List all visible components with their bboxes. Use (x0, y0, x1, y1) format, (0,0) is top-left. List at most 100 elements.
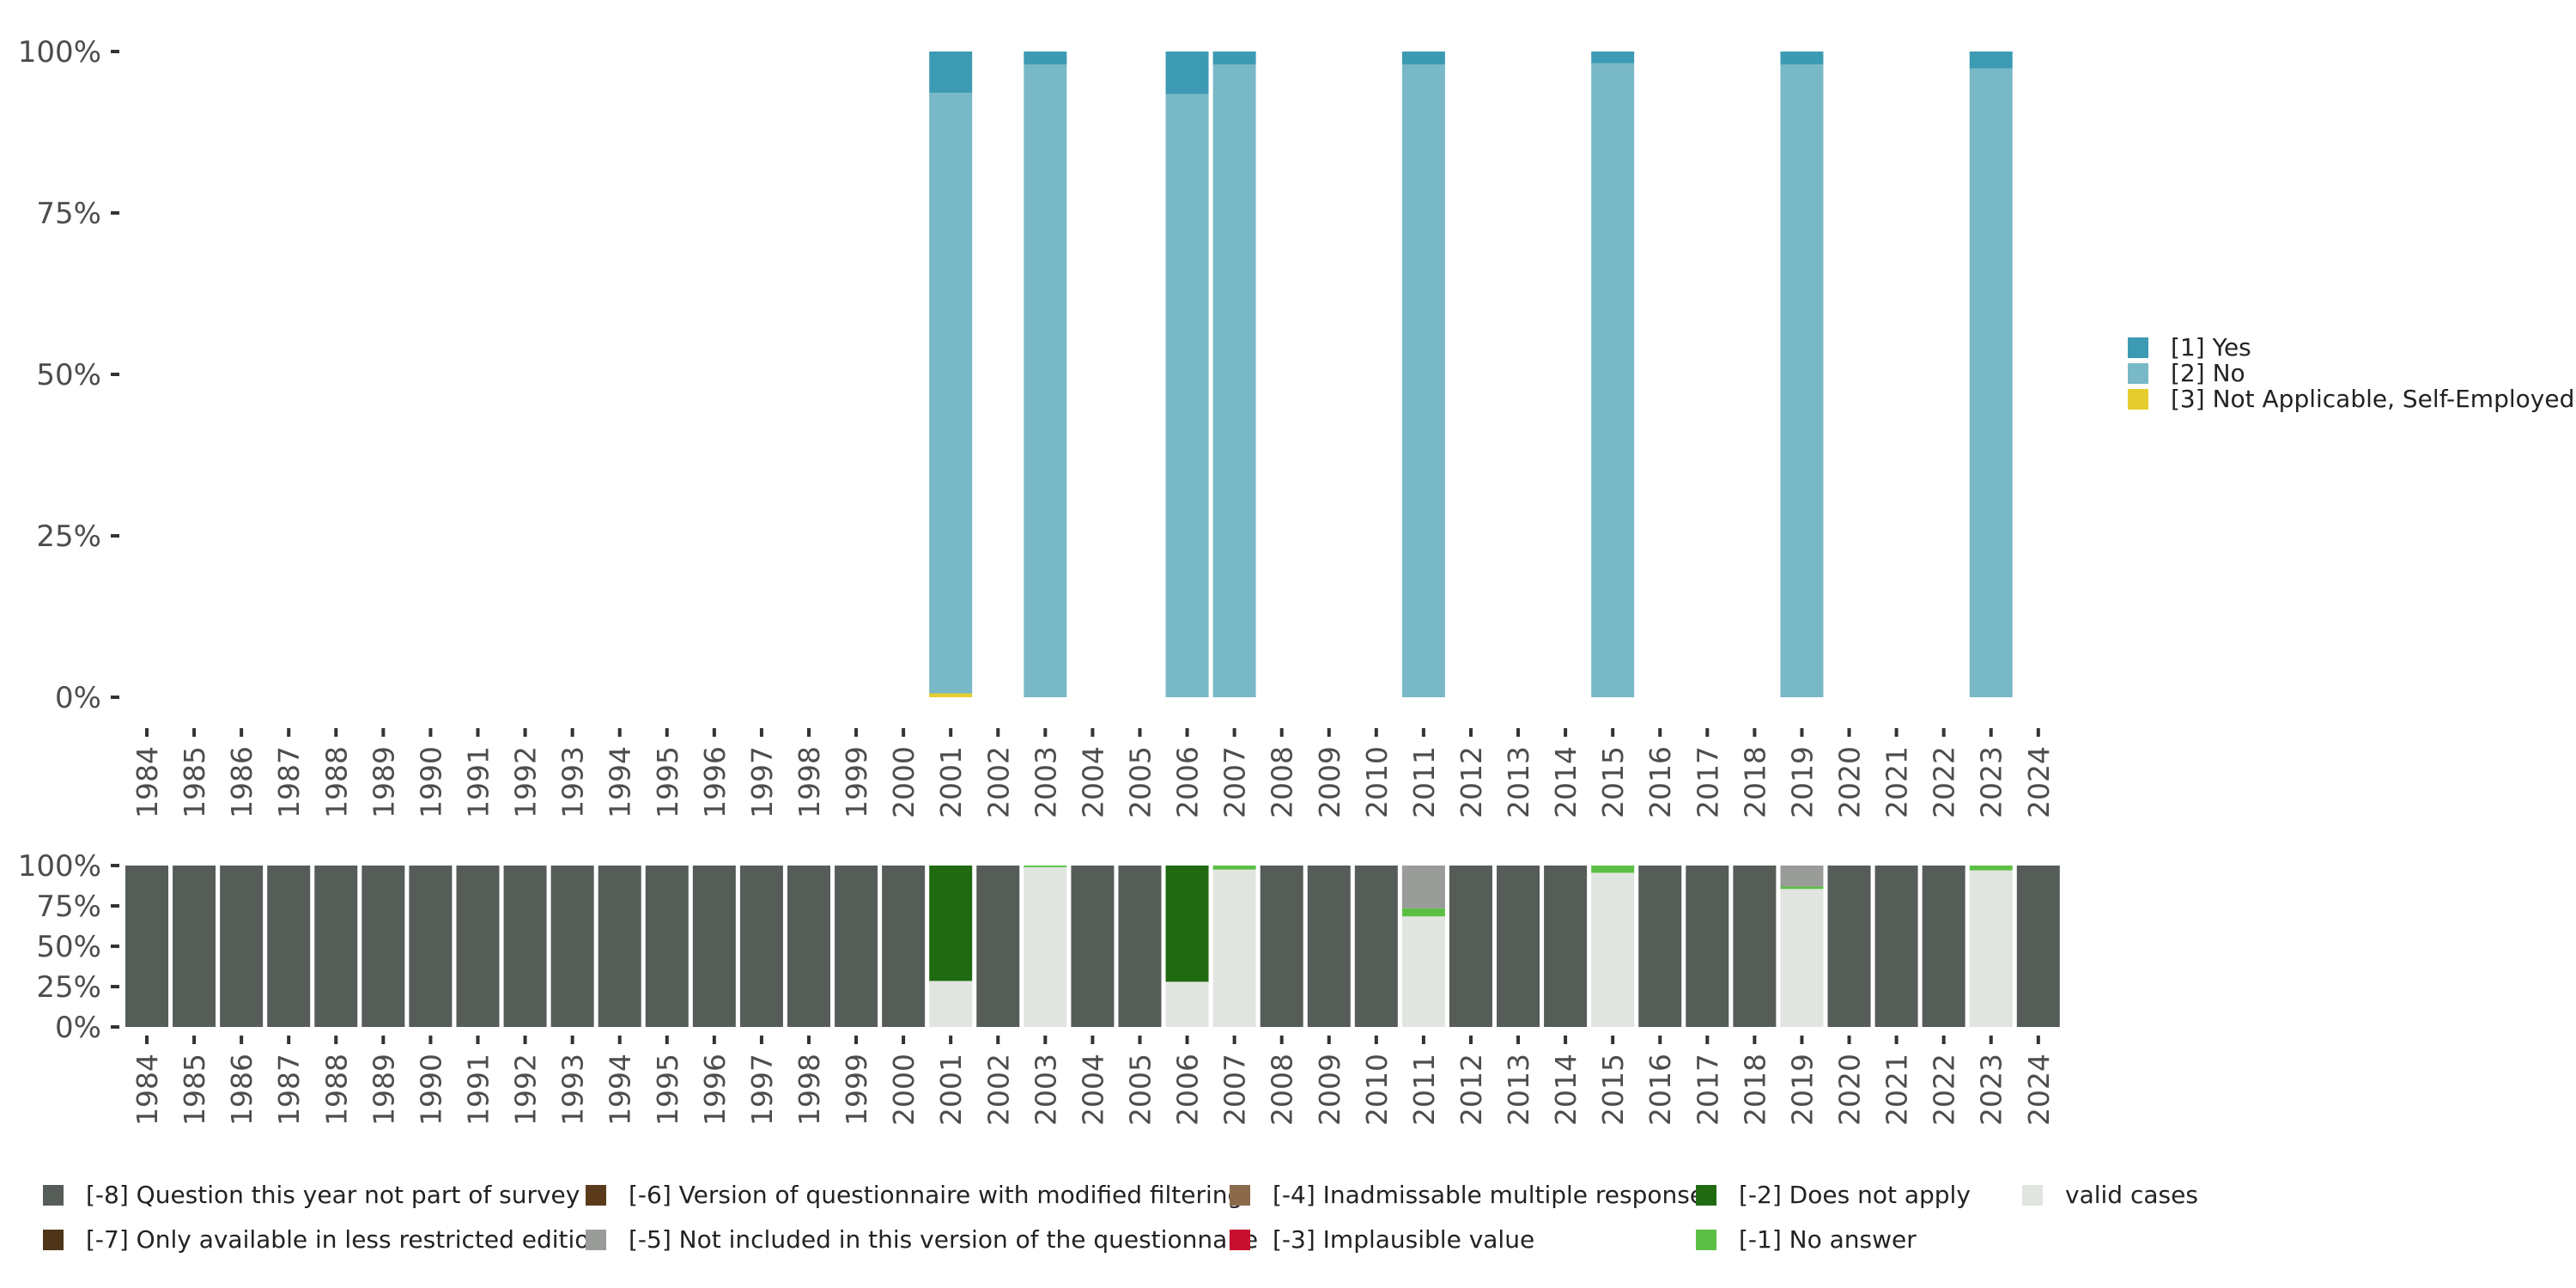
bar-segment (787, 866, 830, 1027)
x-tick-label: 1990 (414, 1054, 447, 1126)
bar-segment (1827, 866, 1871, 1027)
x-tick-label: 1987 (272, 746, 306, 818)
bar-segment (1733, 866, 1777, 1027)
x-tick-label: 2013 (1502, 746, 1535, 818)
bar-segment (692, 866, 736, 1027)
x-tick-label: 1988 (319, 1054, 353, 1126)
bar-segment (1307, 866, 1351, 1027)
x-tick-label: 2021 (1880, 746, 1914, 818)
top-chart: 0% 25% 50% 75% 100% 1984 1985 1986 1987 1988 1989 1… (18, 35, 2056, 818)
legend-swatch (43, 1185, 64, 1206)
bar-segment (1165, 866, 1209, 982)
x-tick-label: 1990 (414, 746, 447, 818)
x-tick-label: 1999 (840, 1054, 873, 1126)
y-tick-label: 25% (36, 970, 101, 1005)
bar-segment (1780, 886, 1824, 890)
bar-segment (314, 866, 358, 1027)
x-tick-label: 2013 (1502, 1054, 1535, 1126)
y-tick-label: 0% (55, 1011, 101, 1045)
x-tick-label: 2012 (1455, 1054, 1488, 1126)
bar-segment (1780, 64, 1824, 698)
x-tick-label: 2018 (1738, 1054, 1771, 1126)
bar-segment (1212, 866, 1256, 870)
bar-segment (409, 866, 453, 1027)
bar-segment (361, 866, 405, 1027)
x-tick-label: 2006 (1171, 1054, 1205, 1126)
x-tick-label: 2021 (1880, 1054, 1914, 1126)
x-tick-label: 2002 (981, 746, 1015, 818)
legend-label: [-6] Version of questionnaire with modif… (629, 1181, 1242, 1209)
bar-segment (173, 866, 216, 1027)
x-tick-label: 1998 (793, 1054, 826, 1126)
x-tick-label: 1995 (651, 1054, 684, 1126)
bar-segment (1449, 866, 1492, 1027)
bar-segment (1401, 908, 1445, 917)
bar-segment (882, 866, 926, 1027)
bar-segment (929, 981, 973, 1027)
legend-swatch (2128, 337, 2148, 358)
x-tick-label: 2022 (1928, 1054, 1961, 1126)
bar-segment (645, 866, 689, 1027)
x-tick-label: 1985 (178, 746, 211, 818)
bar-segment (929, 693, 973, 697)
x-tick-label: 1984 (131, 1054, 164, 1126)
x-tick-label: 2004 (1076, 746, 1109, 818)
x-tick-label: 2010 (1360, 746, 1394, 818)
x-tick-label: 2001 (934, 1054, 968, 1126)
legend-swatch (586, 1185, 606, 1206)
top-legend: [1] Yes[2] No[3] Not Applicable, Self-Em… (2128, 333, 2574, 413)
x-tick-label: 1987 (272, 1054, 306, 1126)
bar-segment (1165, 981, 1209, 1027)
bar-segment (1969, 866, 2013, 871)
bar-segment (1165, 94, 1209, 697)
x-tick-label: 2019 (1785, 1054, 1819, 1126)
x-tick-label: 2014 (1549, 746, 1583, 818)
bar-segment (929, 93, 973, 694)
legend-swatch (1696, 1230, 1716, 1250)
y-tick-label: 25% (36, 519, 101, 554)
bar-segment (835, 866, 878, 1027)
legend-label: [-1] No answer (1739, 1225, 1917, 1254)
x-tick-label: 2019 (1785, 746, 1819, 818)
x-tick-label: 2006 (1171, 746, 1205, 818)
bar-segment (1212, 52, 1256, 65)
x-tick-label: 1993 (556, 746, 590, 818)
x-tick-label: 1984 (131, 746, 164, 818)
legend-label: [3] Not Applicable, Self-Employed (2171, 385, 2574, 413)
bar-segment (1780, 52, 1824, 65)
x-tick-label: 1985 (178, 1054, 211, 1126)
legend-label: [-3] Implausible value (1273, 1225, 1534, 1254)
x-tick-label: 2015 (1596, 746, 1630, 818)
x-tick-label: 2005 (1123, 746, 1157, 818)
x-tick-label: 2018 (1738, 746, 1771, 818)
x-tick-label: 2009 (1313, 746, 1346, 818)
bar-segment (1118, 866, 1162, 1027)
y-tick-label: 0% (55, 681, 101, 715)
x-tick-label: 1997 (745, 746, 779, 818)
x-tick-label: 2008 (1266, 746, 1299, 818)
x-tick-label: 1999 (840, 746, 873, 818)
x-tick-label: 1992 (509, 1054, 543, 1126)
y-tick-label: 100% (18, 35, 101, 70)
bar-segment (1401, 64, 1445, 698)
bar-segment (929, 52, 973, 94)
x-tick-label: 2003 (1029, 746, 1062, 818)
bar-segment (1024, 64, 1067, 698)
bar-segment (1497, 866, 1540, 1027)
x-tick-label: 2007 (1218, 746, 1252, 818)
x-tick-label: 1986 (225, 746, 258, 818)
x-tick-label: 1989 (367, 1054, 400, 1126)
x-tick-label: 1994 (604, 746, 637, 818)
bar-segment (550, 866, 594, 1027)
bottom-legend: [-8] Question this year not part of surv… (43, 1181, 2198, 1254)
x-tick-label: 2014 (1549, 1054, 1583, 1126)
bar-segment (1686, 866, 1729, 1027)
x-tick-label: 1995 (651, 746, 684, 818)
x-tick-label: 2012 (1455, 746, 1488, 818)
x-tick-label: 1997 (745, 1054, 779, 1126)
bar-segment (1165, 52, 1209, 94)
x-tick-label: 1991 (461, 746, 495, 818)
x-tick-label: 2008 (1266, 1054, 1299, 1126)
legend-label: [-7] Only available in less restricted e… (86, 1225, 605, 1254)
